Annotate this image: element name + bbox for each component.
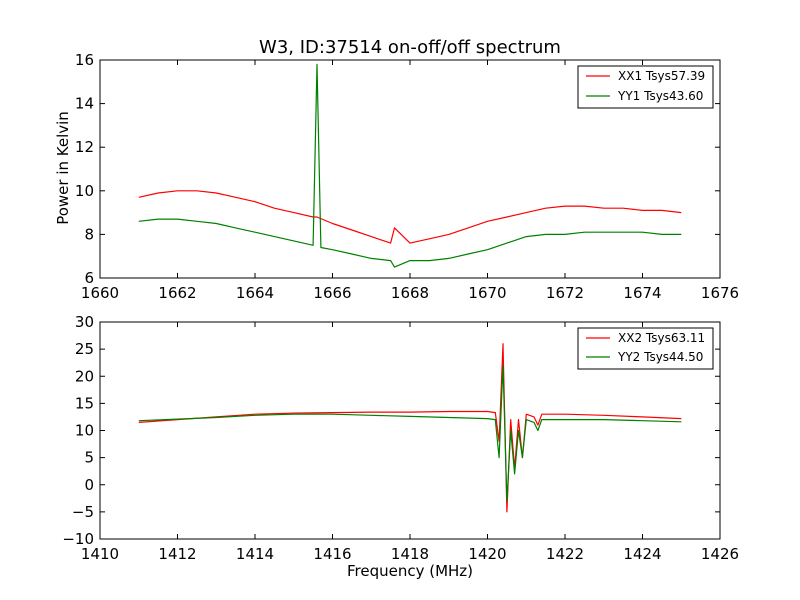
top-legend-box: [577, 65, 714, 109]
bottom-x-tick-label: 1414: [236, 545, 274, 563]
top-x-tick-label: 1664: [236, 284, 274, 302]
top-y-axis-label: Power in Kelvin: [54, 111, 72, 225]
bottom-plot-marks: 1410 1412 1414 1416 1418 1420 1422 1424 1426 −10 −…: [62, 313, 739, 563]
top-chart-title: W3, ID:37514 on-off/off spectrum: [259, 37, 561, 58]
top-x-tick-label: 1676: [701, 284, 739, 302]
bottom-legend-box: [577, 327, 714, 370]
top-y-tick-label: 6: [84, 269, 94, 287]
top-legend-label-yy1: YY1 Tsys43.60: [617, 89, 703, 103]
top-y-tick-label: 16: [75, 51, 94, 69]
top-x-tick-label: 1662: [158, 284, 196, 302]
top-y-tick-label: 8: [84, 225, 94, 243]
bottom-y-tick-label: 10: [75, 422, 94, 440]
bottom-plot-frame: [99, 321, 721, 540]
bottom-subplot: Frequency (MHz) 1410 1412 1414 1416 1418 1420…: [62, 313, 739, 580]
bottom-x-axis-label: Frequency (MHz): [347, 562, 473, 580]
top-x-tick-label: 1660: [81, 284, 119, 302]
bottom-y-tick-label: −5: [72, 503, 94, 521]
top-x-tick-label: 1670: [468, 284, 506, 302]
bottom-y-tick-label: 30: [75, 313, 94, 331]
bottom-x-tick-label: 1420: [468, 545, 506, 563]
bottom-y-tick-label: −10: [62, 530, 94, 548]
bottom-legend-label-yy2: YY2 Tsys44.50: [617, 350, 703, 364]
bottom-x-tick-label: 1426: [701, 545, 739, 563]
top-legend: XX1 Tsys57.39 YY1 Tsys43.60: [577, 65, 714, 109]
top-x-tick-label: 1674: [623, 284, 661, 302]
top-y-tick-label: 12: [75, 138, 94, 156]
bottom-x-tick-label: 1416: [313, 545, 351, 563]
bottom-x-tick-label: 1418: [391, 545, 429, 563]
top-series-line-xx1: [138, 190, 682, 244]
bottom-x-tick-label: 1410: [81, 545, 119, 563]
top-legend-label-xx1: XX1 Tsys57.39: [618, 69, 705, 83]
bottom-y-tick-label: 25: [75, 340, 94, 358]
bottom-y-tick-label: 20: [75, 367, 94, 385]
bottom-series-line-yy2: [138, 364, 682, 502]
top-y-tick-label: 14: [75, 95, 94, 113]
bottom-x-tick-label: 1424: [623, 545, 661, 563]
bottom-y-tick-label: 5: [84, 449, 94, 467]
bottom-legend: XX2 Tsys63.11 YY2 Tsys44.50: [577, 327, 714, 370]
bottom-x-tick-label: 1412: [158, 545, 196, 563]
bottom-legend-label-xx2: XX2 Tsys63.11: [618, 331, 705, 345]
bottom-x-tick-label: 1422: [546, 545, 584, 563]
bottom-y-tick-label: 15: [75, 394, 94, 412]
top-plot-frame: [99, 59, 721, 279]
top-subplot: W3, ID:37514 on-off/off spectrum Power i…: [54, 37, 739, 302]
top-plot-marks: 1660 1662 1664 1666 1668 1670 1672 1674 1676 6 8 10…: [75, 51, 739, 302]
top-x-tick-label: 1668: [391, 284, 429, 302]
bottom-y-tick-label: 0: [84, 476, 94, 494]
top-x-tick-label: 1672: [546, 284, 584, 302]
top-y-tick-label: 10: [75, 182, 94, 200]
top-series-line-yy1: [138, 63, 682, 268]
top-x-tick-label: 1666: [313, 284, 351, 302]
